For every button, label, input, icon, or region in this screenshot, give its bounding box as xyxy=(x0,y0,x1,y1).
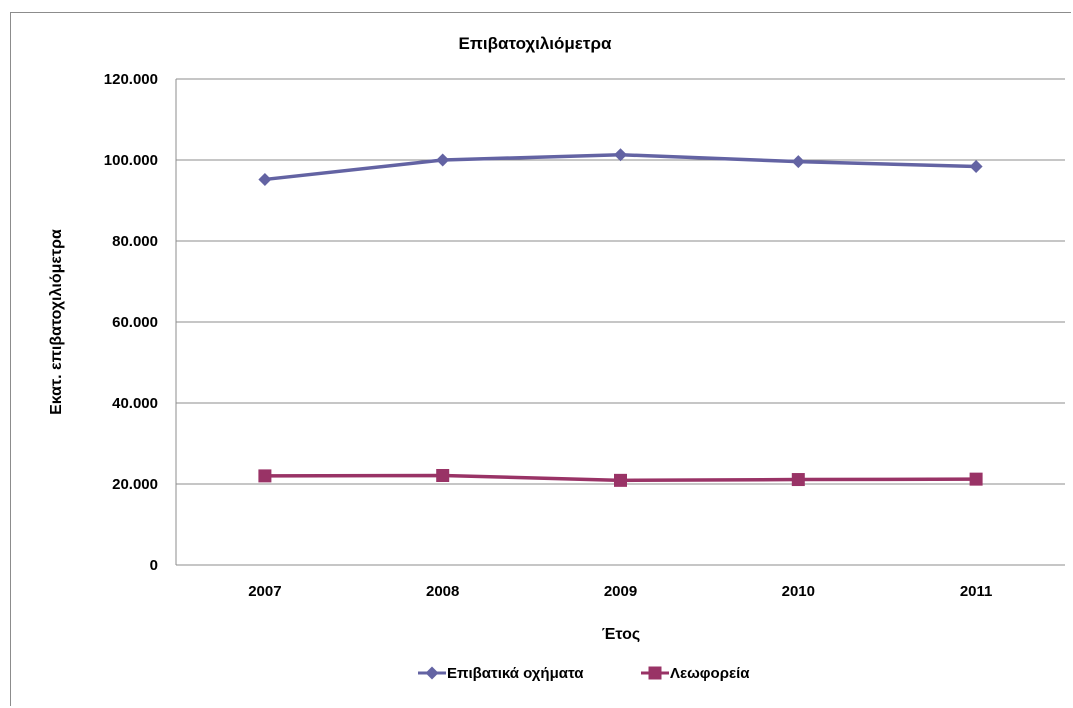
chart-title: Επιβατοχιλιόμετρα xyxy=(459,34,612,53)
chart-frame xyxy=(10,12,1071,706)
y-tick-label: 100.000 xyxy=(104,152,158,169)
data-point xyxy=(791,473,805,487)
data-point xyxy=(969,159,983,173)
series-passenger-cars xyxy=(258,148,983,186)
x-axis-ticks: 2007 2008 2009 2010 2011 xyxy=(248,583,992,600)
legend-label: Επιβατικά οχήματα xyxy=(447,665,584,682)
data-point xyxy=(436,468,450,482)
y-axis-ticks: 0 20.000 40.000 60.000 80.000 100.000 120.000 xyxy=(104,71,158,574)
data-point xyxy=(258,172,272,186)
y-tick-label: 80.000 xyxy=(112,233,158,250)
y-tick-label: 0 xyxy=(150,557,158,574)
data-point xyxy=(436,153,450,167)
data-point xyxy=(969,472,983,486)
data-point xyxy=(614,473,627,487)
x-tick-label: 2008 xyxy=(426,583,459,600)
y-axis-title: Εκατ. επιβατοχιλιόμετρα xyxy=(48,229,65,415)
legend-item: Επιβατικά οχήματα xyxy=(418,665,584,682)
legend-label: Λεωφορεία xyxy=(670,665,750,682)
legend: Επιβατικά οχήματα Λεωφορεία xyxy=(418,665,750,682)
legend-marker xyxy=(425,666,439,680)
x-axis-title: Έτος xyxy=(602,626,640,643)
series-group xyxy=(258,148,983,487)
x-tick-label: 2011 xyxy=(960,583,993,600)
data-point xyxy=(614,148,627,162)
x-tick-label: 2010 xyxy=(782,583,815,600)
x-tick-label: 2007 xyxy=(248,583,281,600)
data-point xyxy=(258,469,272,483)
y-tick-label: 40.000 xyxy=(112,395,158,412)
series-buses xyxy=(258,468,983,487)
legend-marker xyxy=(648,666,662,680)
data-point xyxy=(791,155,805,169)
y-tick-label: 120.000 xyxy=(104,71,158,88)
y-tick-label: 60.000 xyxy=(112,314,158,331)
x-tick-label: 2009 xyxy=(604,583,637,600)
y-tick-label: 20.000 xyxy=(112,476,158,493)
legend-item: Λεωφορεία xyxy=(641,665,750,682)
